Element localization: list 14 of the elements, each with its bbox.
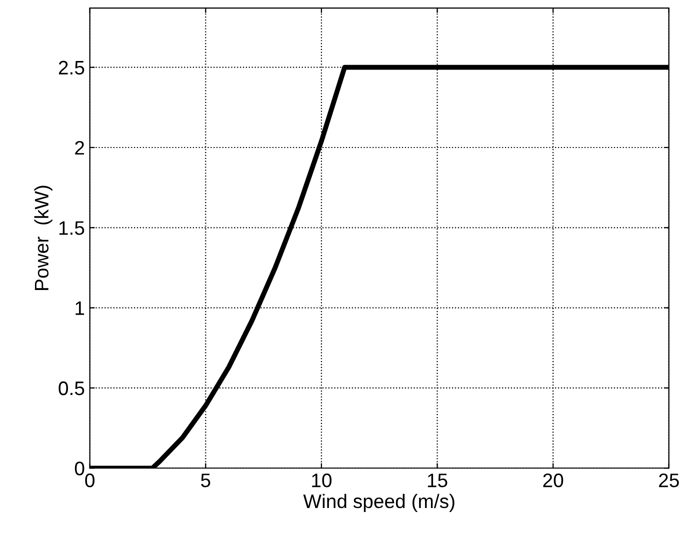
x-tick-label: 25 (659, 474, 679, 488)
x-tick-label: 10 (312, 474, 332, 488)
y-axis-title: Power (kW) (34, 186, 52, 290)
y-tick-label: 2 (75, 140, 84, 155)
y-tick-label: 1.5 (59, 221, 84, 235)
y-tick-label: 1 (76, 301, 84, 315)
x-tick-label: 0 (85, 474, 94, 488)
y-tick-label: 0 (74, 462, 84, 476)
x-tick-label: 15 (428, 474, 448, 488)
y-tick-label: 0.5 (58, 381, 84, 396)
x-axis-title: Wind speed (m/s) (303, 494, 454, 512)
x-tick-label: 20 (543, 474, 564, 488)
x-tick-label: 5 (201, 474, 210, 488)
y-tick-label: 2.5 (58, 60, 84, 75)
